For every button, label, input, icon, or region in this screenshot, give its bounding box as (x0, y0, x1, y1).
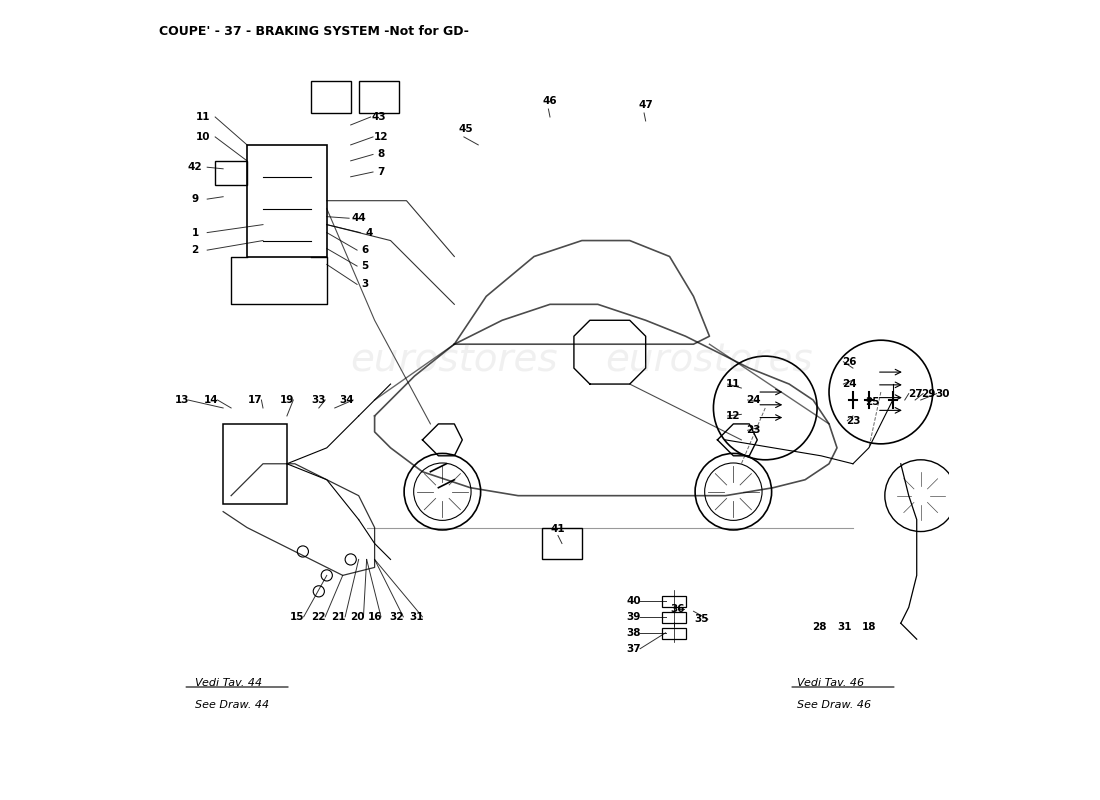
Text: 45: 45 (459, 124, 474, 134)
Text: 1: 1 (191, 227, 199, 238)
Text: 24: 24 (842, 379, 856, 389)
Text: Vedi Tav. 44: Vedi Tav. 44 (195, 678, 263, 688)
Bar (216, 161, 248, 185)
Text: 24: 24 (746, 395, 760, 405)
Text: 40: 40 (626, 596, 641, 606)
Text: 33: 33 (311, 395, 326, 405)
Text: 31: 31 (838, 622, 853, 632)
Text: 16: 16 (367, 612, 382, 622)
Text: 4: 4 (365, 227, 373, 238)
Text: 17: 17 (248, 395, 262, 405)
Text: 28: 28 (812, 622, 827, 632)
Text: 47: 47 (638, 100, 653, 110)
Text: 23: 23 (846, 416, 860, 426)
Text: COUPE' - 37 - BRAKING SYSTEM -Not for GD-: COUPE' - 37 - BRAKING SYSTEM -Not for GD… (160, 26, 470, 38)
Text: 21: 21 (331, 612, 346, 622)
Text: 7: 7 (377, 167, 385, 177)
Text: 6: 6 (362, 245, 369, 255)
Text: 12: 12 (374, 132, 388, 142)
Text: 43: 43 (372, 112, 386, 122)
Text: 9: 9 (191, 194, 199, 204)
Text: 29: 29 (922, 389, 936, 398)
Text: 8: 8 (377, 150, 385, 159)
Bar (661, 596, 685, 607)
Text: 26: 26 (842, 357, 856, 366)
Text: 27: 27 (908, 389, 923, 398)
Text: 11: 11 (726, 379, 740, 389)
Text: See Draw. 46: See Draw. 46 (798, 699, 871, 710)
Text: 15: 15 (290, 612, 305, 622)
Bar (223, 424, 287, 504)
Text: 23: 23 (746, 426, 760, 435)
Text: 13: 13 (175, 395, 189, 405)
Bar (542, 527, 582, 559)
Text: 14: 14 (204, 395, 219, 405)
Text: 11: 11 (196, 112, 210, 122)
Text: 37: 37 (626, 644, 641, 654)
Bar (661, 612, 685, 623)
Text: 2: 2 (191, 245, 199, 255)
Text: 41: 41 (551, 524, 565, 534)
Bar (311, 81, 351, 113)
Text: 19: 19 (279, 395, 294, 405)
Text: 39: 39 (627, 612, 641, 622)
Text: 12: 12 (726, 411, 740, 421)
Text: 34: 34 (340, 395, 354, 405)
Text: 31: 31 (409, 612, 424, 622)
Text: See Draw. 44: See Draw. 44 (195, 699, 270, 710)
Text: 25: 25 (866, 397, 880, 406)
Text: eurostores: eurostores (351, 341, 558, 379)
Text: 35: 35 (694, 614, 708, 624)
Bar (661, 628, 685, 639)
Bar (359, 81, 398, 113)
Text: 20: 20 (350, 612, 364, 622)
Text: 38: 38 (627, 628, 641, 638)
Text: 42: 42 (188, 162, 202, 172)
Text: 46: 46 (542, 96, 558, 106)
Text: Vedi Tav. 46: Vedi Tav. 46 (798, 678, 865, 688)
Text: 36: 36 (670, 604, 685, 614)
Text: eurostores: eurostores (606, 341, 813, 379)
Text: 44: 44 (351, 214, 366, 223)
Text: 3: 3 (362, 279, 369, 290)
Bar (248, 145, 327, 257)
Text: 10: 10 (196, 132, 210, 142)
Text: 30: 30 (935, 389, 949, 398)
Text: 32: 32 (389, 612, 404, 622)
Text: 18: 18 (861, 622, 876, 632)
Text: 5: 5 (362, 261, 369, 271)
Text: 22: 22 (311, 612, 326, 622)
